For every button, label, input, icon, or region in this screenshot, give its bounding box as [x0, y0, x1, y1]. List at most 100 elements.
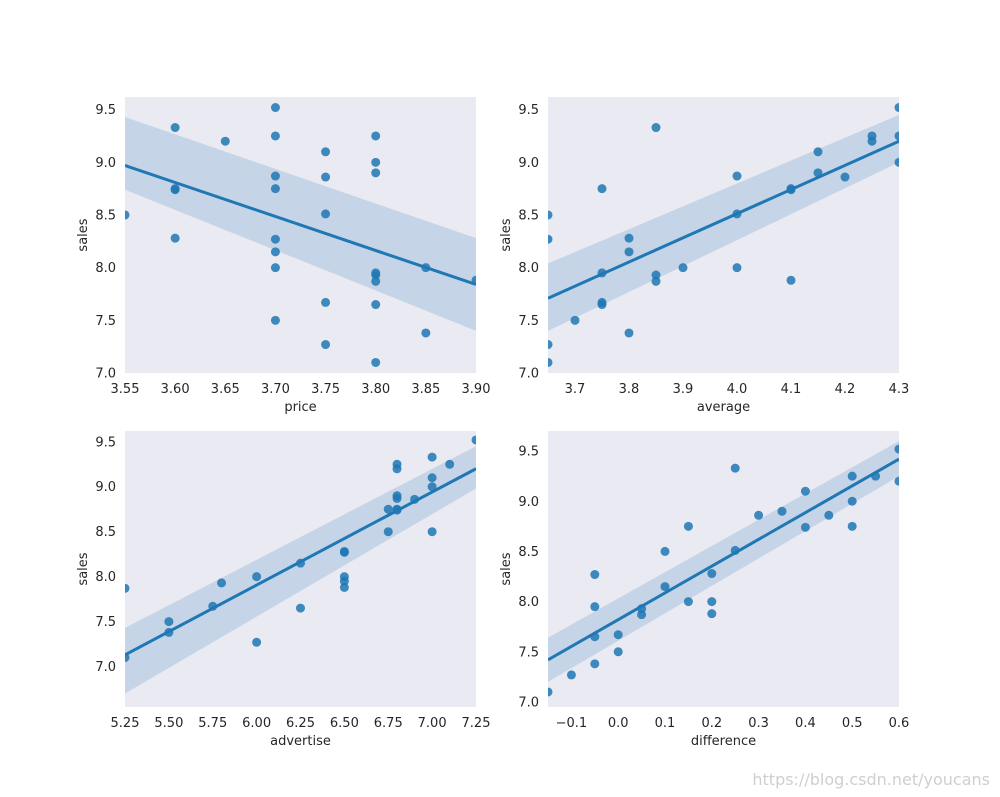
data-point — [383, 527, 393, 537]
plot-area — [548, 103, 899, 367]
x-tick-label: 7.00 — [418, 716, 447, 731]
x-tick-label: 0.1 — [655, 716, 676, 731]
x-tick-label: 0.2 — [701, 716, 722, 731]
confidence-band — [548, 114, 899, 331]
data-point — [270, 103, 280, 113]
data-point — [170, 233, 180, 243]
data-point — [170, 123, 180, 133]
data-point — [548, 340, 553, 350]
x-axis-label: advertise — [270, 734, 331, 749]
data-point — [339, 582, 349, 592]
data-point — [427, 473, 437, 483]
plot-background — [125, 97, 476, 373]
data-point — [321, 209, 331, 219]
data-point — [590, 659, 600, 669]
data-point — [651, 123, 661, 133]
data-point — [321, 147, 331, 157]
y-tick-label: 7.5 — [518, 645, 539, 660]
y-axis-label: sales — [76, 552, 91, 585]
plot-area — [125, 103, 476, 367]
data-point — [847, 471, 857, 481]
data-point — [732, 171, 742, 181]
data-point — [427, 482, 437, 492]
plot-background — [125, 431, 476, 707]
data-point — [548, 687, 553, 697]
y-axis-label: sales — [499, 552, 514, 585]
data-point — [566, 670, 576, 680]
data-point — [637, 610, 647, 620]
data-point — [252, 637, 262, 647]
x-tick-label: 6.50 — [330, 716, 359, 731]
data-point — [800, 486, 810, 496]
data-point — [840, 172, 850, 182]
y-tick-label: 8.5 — [95, 525, 116, 540]
y-tick-label: 8.5 — [518, 208, 539, 223]
x-tick-label: 6.00 — [242, 716, 271, 731]
subplot-3: 5.25 5.50 5.75 6.00 6.25 6.50 6.75 7.00 7.25 7.0 7… — [76, 431, 490, 749]
x-tick-label: 3.60 — [161, 382, 190, 397]
data-point — [777, 506, 787, 516]
x-tick-label: 3.7 — [565, 382, 586, 397]
x-tick-label: 5.75 — [198, 716, 227, 731]
data-point — [613, 647, 623, 657]
x-tick-label: 0.5 — [842, 716, 863, 731]
x-tick-label: 3.55 — [111, 382, 140, 397]
y-tick-label: 8.5 — [95, 208, 116, 223]
data-point — [371, 168, 381, 178]
data-point — [371, 270, 381, 280]
data-point — [707, 609, 717, 619]
subplot-2: 3.7 3.8 3.9 4.0 4.1 4.2 4.3 7.0 7.5 8.0 8.5 9.0 9.5 a… — [499, 97, 909, 415]
x-tick-label: 3.70 — [261, 382, 290, 397]
data-point — [339, 576, 349, 586]
x-tick-label: 3.80 — [361, 382, 390, 397]
data-point — [590, 570, 600, 580]
data-point — [678, 263, 688, 273]
y-axis-label: sales — [76, 218, 91, 251]
y-tick-label: 7.5 — [95, 615, 116, 630]
data-point — [800, 522, 810, 532]
data-point — [651, 276, 661, 286]
data-point — [270, 315, 280, 325]
y-tick-label: 9.5 — [95, 435, 116, 450]
data-point — [392, 493, 402, 503]
x-tick-label: 3.65 — [211, 382, 240, 397]
x-tick-label: 0.6 — [889, 716, 910, 731]
data-point — [548, 357, 553, 367]
subplot-1: 3.55 3.60 3.65 3.70 3.75 3.80 3.85 3.90 7.0 7.5 8.… — [76, 97, 490, 415]
data-point — [624, 328, 634, 338]
data-point — [270, 234, 280, 244]
data-point — [217, 578, 227, 588]
data-point — [164, 617, 174, 627]
data-point — [824, 510, 834, 520]
data-point — [321, 172, 331, 182]
y-axis-label: sales — [499, 218, 514, 251]
data-point — [371, 300, 381, 310]
y-tick-label: 7.0 — [95, 367, 116, 382]
data-point — [683, 597, 693, 607]
data-point — [730, 463, 740, 473]
x-axis-label: difference — [691, 734, 756, 749]
y-tick-label: 9.5 — [518, 103, 539, 118]
data-point — [613, 630, 623, 640]
y-tick-label: 9.0 — [518, 495, 539, 510]
x-tick-label: 4.0 — [727, 382, 748, 397]
data-point — [548, 210, 553, 220]
x-tick-label: 5.50 — [154, 716, 183, 731]
regression-line — [548, 139, 899, 300]
plot-background — [548, 97, 899, 373]
plot-background — [548, 431, 899, 707]
x-tick-label: 4.3 — [889, 382, 910, 397]
data-point — [707, 569, 717, 579]
x-tick-label: 3.85 — [411, 382, 440, 397]
plot-area — [548, 441, 899, 697]
data-point — [894, 476, 899, 486]
data-point — [445, 459, 455, 469]
data-point — [383, 504, 393, 514]
y-tick-label: 9.0 — [95, 156, 116, 171]
y-tick-label: 8.0 — [95, 570, 116, 585]
data-point — [660, 582, 670, 592]
data-point — [732, 263, 742, 273]
data-point — [125, 210, 130, 220]
regression-line — [125, 164, 476, 286]
y-tick-label: 8.5 — [518, 545, 539, 560]
